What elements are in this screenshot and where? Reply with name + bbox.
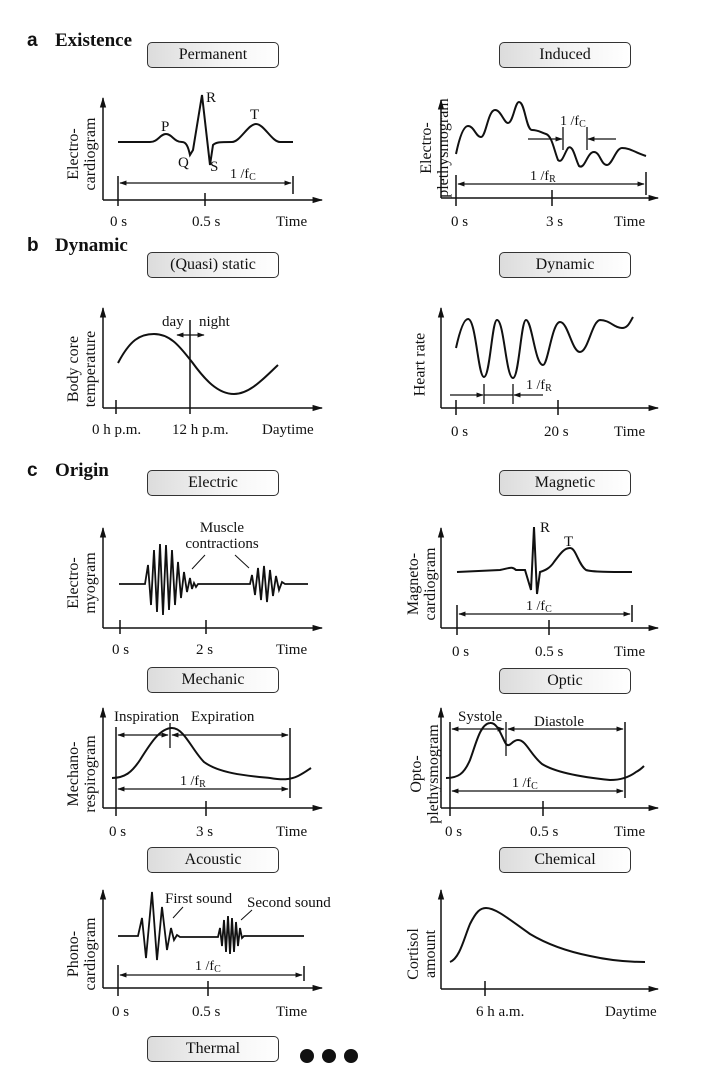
svg-text:day: day: [162, 314, 184, 330]
svg-text:S: S: [210, 159, 218, 175]
category-magnetic: Magnetic: [499, 470, 631, 496]
svg-text:2 s: 2 s: [196, 642, 213, 658]
svg-text:night: night: [199, 314, 231, 330]
section-b-title: Dynamic: [55, 235, 128, 256]
svg-text:P: P: [161, 119, 169, 135]
svg-text:Time: Time: [276, 214, 307, 230]
svg-text:0.5 s: 0.5 s: [535, 644, 564, 660]
svg-text:R: R: [206, 90, 216, 106]
svg-text:0 s: 0 s: [109, 824, 126, 840]
category-dynamic: Dynamic: [499, 252, 631, 278]
svg-text:20 s: 20 s: [544, 424, 569, 440]
mcg-plot: R T 1 /fC 0 s 0.5 s Time: [437, 520, 660, 660]
svg-text:0 s: 0 s: [112, 1004, 129, 1020]
svg-text:Daytime: Daytime: [605, 1004, 657, 1020]
svg-text:Time: Time: [614, 424, 645, 440]
svg-text:contractions: contractions: [185, 536, 258, 552]
svg-text:0 s: 0 s: [112, 642, 129, 658]
svg-text:0 s: 0 s: [110, 214, 127, 230]
svg-text:T: T: [564, 534, 573, 550]
svg-text:1 /fC: 1 /fC: [230, 167, 256, 183]
svg-text:R: R: [540, 520, 550, 536]
svg-text:Diastole: Diastole: [534, 714, 584, 730]
category-mechanic: Mechanic: [147, 667, 279, 693]
svg-text:0 s: 0 s: [451, 424, 468, 440]
heart-rate-plot: 1 /fR 0 s 20 s Time: [437, 306, 660, 440]
optoplethysmogram-plot: Systole Diastole 1 /fC 0 s 0.5 s Time: [437, 706, 660, 840]
svg-text:Systole: Systole: [458, 709, 503, 725]
category-acoustic: Acoustic: [147, 847, 279, 873]
svg-text:Expiration: Expiration: [191, 709, 255, 725]
svg-text:1 /fR: 1 /fR: [530, 169, 556, 185]
svg-text:6 h a.m.: 6 h a.m.: [476, 1004, 524, 1020]
epg-plot: 1 /fC 1 /fR 0 s 3 s Time: [437, 98, 660, 230]
svg-text:Time: Time: [276, 642, 307, 658]
svg-text:0.5 s: 0.5 s: [192, 1004, 221, 1020]
svg-text:Q: Q: [178, 155, 189, 171]
svg-text:Daytime: Daytime: [262, 422, 314, 438]
temperature-plot: day night 0 h p.m. 12 h p.m. Daytime: [92, 306, 324, 438]
svg-text:0 s: 0 s: [451, 214, 468, 230]
section-a-letter: a: [27, 30, 38, 51]
svg-text:Inspiration: Inspiration: [114, 709, 179, 725]
svg-text:0.5 s: 0.5 s: [530, 824, 559, 840]
category-optic: Optic: [499, 668, 631, 694]
svg-text:Time: Time: [276, 824, 307, 840]
svg-text:0 h p.m.: 0 h p.m.: [92, 422, 141, 438]
svg-text:1 /fR: 1 /fR: [526, 378, 552, 394]
svg-text:12 h p.m.: 12 h p.m.: [172, 422, 229, 438]
svg-text:Time: Time: [614, 214, 645, 230]
section-c-letter: c: [27, 460, 38, 481]
svg-text:Time: Time: [614, 644, 645, 660]
svg-text:3 s: 3 s: [546, 214, 563, 230]
svg-text:1 /fC: 1 /fC: [512, 776, 538, 792]
category-quasi-static: (Quasi) static: [147, 252, 279, 278]
svg-text:T: T: [250, 107, 259, 123]
svg-text:0 s: 0 s: [452, 644, 469, 660]
category-chemical: Chemical: [499, 847, 631, 873]
section-c-title: Origin: [55, 460, 109, 481]
category-induced: Induced: [499, 42, 631, 68]
svg-text:0.5 s: 0.5 s: [192, 214, 221, 230]
svg-text:1 /fC: 1 /fC: [560, 114, 586, 130]
respirogram-plot: Inspiration Expiration 1 /fR 0 s 3 s Tim…: [99, 706, 324, 840]
svg-text:0 s: 0 s: [445, 824, 462, 840]
category-thermal: Thermal: [147, 1036, 279, 1062]
svg-text:Time: Time: [614, 824, 645, 840]
phonocardiogram-plot: First sound Second sound 1 /fC 0 s 0.5 s…: [99, 888, 331, 1020]
section-b-letter: b: [27, 235, 39, 256]
svg-text:1 /fR: 1 /fR: [180, 774, 206, 790]
svg-text:3 s: 3 s: [196, 824, 213, 840]
category-permanent: Permanent: [147, 42, 279, 68]
cortisol-plot: 6 h a.m. Daytime: [437, 888, 660, 1020]
svg-text:1 /fC: 1 /fC: [195, 959, 221, 975]
emg-plot: Muscle contractions 0 s 2 s Time: [99, 520, 324, 658]
section-a-title: Existence: [55, 30, 133, 51]
svg-text:Second sound: Second sound: [247, 895, 331, 911]
svg-text:Muscle: Muscle: [200, 520, 245, 536]
ecg-plot: P Q R S T 1 /fC 0 s 0.5 s Time: [99, 90, 324, 230]
category-electric: Electric: [147, 470, 279, 496]
svg-text:1 /fC: 1 /fC: [526, 599, 552, 615]
svg-text:First sound: First sound: [165, 891, 233, 907]
svg-text:Time: Time: [276, 1004, 307, 1020]
